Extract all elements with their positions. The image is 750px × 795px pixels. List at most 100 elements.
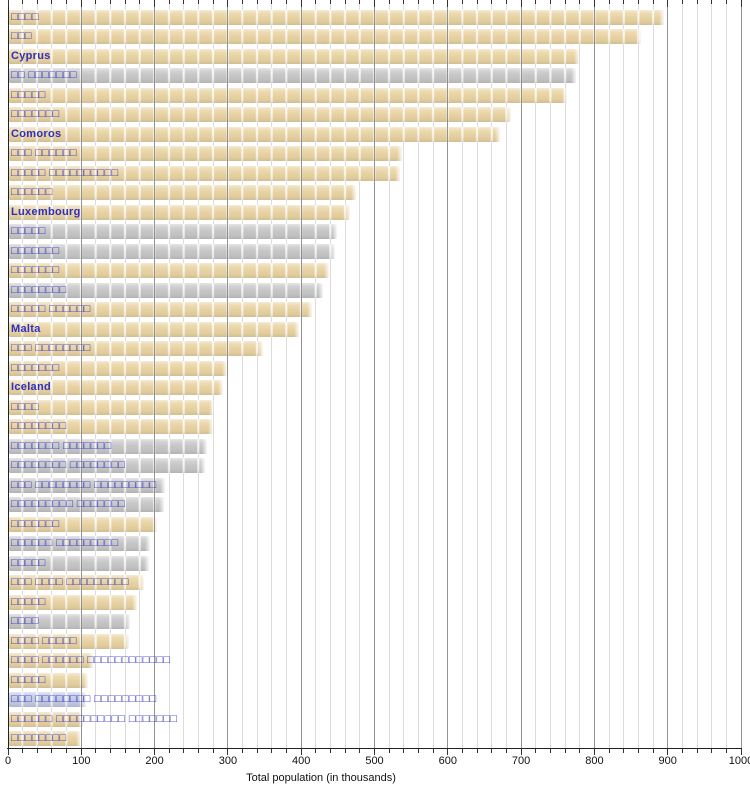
bar — [9, 224, 337, 239]
minor-gridline — [491, 0, 493, 748]
top-tick — [432, 0, 434, 4]
top-tick — [227, 0, 229, 7]
bar — [9, 68, 576, 83]
bar-label[interactable]: □□□□□□□ — [11, 361, 60, 374]
top-tick — [139, 0, 141, 4]
bar-label[interactable]: □□□□□□□ — [11, 517, 60, 530]
minor-gridline — [608, 0, 610, 748]
x-axis-tick — [154, 749, 156, 755]
minor-gridline — [637, 0, 639, 748]
x-axis-tick — [623, 749, 625, 753]
top-tick — [593, 0, 595, 7]
top-tick — [344, 0, 346, 4]
x-axis-tick — [593, 749, 595, 755]
top-tick — [388, 0, 390, 4]
bar-label[interactable]: □□□□□ — [11, 595, 46, 608]
bar-label[interactable]: Cyprus — [11, 49, 51, 62]
x-axis-tick — [139, 749, 141, 753]
bar-label[interactable]: Luxembourg — [11, 205, 81, 218]
top-tick — [242, 0, 244, 4]
bar — [9, 477, 166, 493]
bar-label[interactable]: □□□□□□ □□□□□□□□□ — [11, 537, 119, 549]
bar-label[interactable]: □□□□□ — [11, 88, 46, 101]
bar-label[interactable]: □□□□□□□□ — [11, 732, 67, 744]
bar-label[interactable]: □□□□ □□□□□□ □□□□□□□□□□□□ — [11, 654, 171, 666]
bar-label[interactable]: □□□ □□□□□□□□ — [11, 342, 91, 354]
bar-label[interactable]: □□□□□ □□□□□□□□□□ — [11, 166, 119, 179]
top-tick — [330, 0, 332, 4]
top-tick — [461, 0, 463, 4]
bar-label[interactable]: □□□□□□ □□□□□□□□□□ □□□□□□□ — [11, 712, 178, 725]
top-tick — [564, 0, 566, 4]
bar-label[interactable]: □□□□□ — [11, 673, 46, 686]
bar-label[interactable]: □□□□□□□ — [11, 264, 60, 276]
bar-label[interactable]: □□□□ — [11, 615, 39, 627]
bar-label[interactable]: Iceland — [11, 381, 52, 393]
bar-label[interactable]: □□□□□□□ — [11, 244, 60, 257]
minor-gridline — [476, 0, 478, 748]
bar-label[interactable]: □□□ □□□□ □□□□□□□□□ — [11, 576, 129, 588]
bar — [9, 165, 400, 181]
bar-label[interactable]: □□□ □□□□□□□□ □□□□□□□□□ — [11, 693, 157, 705]
bar-label[interactable]: □□□ — [11, 30, 32, 42]
bar-label[interactable]: □□□□ □□□□□ — [11, 634, 77, 647]
bar-label[interactable]: □□□ □□□□□□ — [11, 147, 77, 159]
major-gridline — [80, 0, 82, 748]
bar-label[interactable]: □□□□□□□ — [11, 108, 60, 120]
x-axis-tick — [696, 749, 698, 753]
minor-gridline — [330, 0, 332, 748]
bar-label[interactable]: □□□□□□□ □□□□□□□ — [11, 439, 112, 452]
top-tick — [725, 0, 727, 4]
minor-gridline — [403, 0, 405, 748]
x-axis-tick — [51, 749, 53, 753]
bar — [9, 87, 567, 103]
x-axis-tick — [315, 749, 317, 753]
bar — [9, 633, 130, 649]
minor-gridline — [256, 0, 258, 748]
major-gridline — [667, 0, 669, 748]
x-axis-tick — [564, 749, 566, 753]
minor-gridline — [271, 0, 273, 748]
bar-label[interactable]: □□□□□□□□ □□□□□□□□ — [11, 459, 126, 471]
major-gridline — [374, 0, 375, 748]
bar-label[interactable]: □□□□□ □□□□□□ — [11, 303, 91, 315]
bar-label[interactable]: □□□□ — [11, 10, 39, 23]
bar — [9, 126, 501, 142]
bar-label[interactable]: □□□□□□□□ — [11, 283, 67, 296]
major-gridline — [154, 0, 156, 748]
top-tick — [183, 0, 185, 4]
x-axis-tick — [22, 749, 24, 753]
bar — [9, 341, 263, 356]
bar — [9, 419, 213, 434]
bar-label[interactable]: Malta — [11, 322, 41, 335]
bar-label[interactable]: □□□□□ — [11, 225, 46, 237]
minor-gridline — [725, 0, 727, 748]
x-axis-tick — [256, 749, 258, 753]
bar-label[interactable]: □□□□ — [11, 400, 39, 413]
bar-label[interactable]: Comoros — [11, 127, 62, 140]
x-axis-tick — [286, 749, 288, 753]
bar-label[interactable]: □□□ □□□□□□□□ □□□□□□□□□ — [11, 478, 157, 491]
bar — [9, 555, 149, 571]
bar-label[interactable]: □□□□□□□□ — [11, 420, 67, 432]
bar — [9, 536, 151, 551]
bar-label[interactable]: □□□□□ — [11, 556, 46, 569]
x-axis-tick — [168, 749, 170, 753]
top-tick — [124, 0, 126, 4]
minor-gridline — [432, 0, 434, 748]
minor-gridline — [549, 0, 551, 748]
top-tick — [36, 0, 38, 4]
minor-gridline — [344, 0, 346, 748]
x-axis-tick — [476, 749, 478, 753]
bar-label[interactable]: □□□□□□ — [11, 186, 53, 198]
bar-label[interactable]: □□ □□□□□□□ — [11, 69, 77, 81]
bar — [9, 48, 579, 64]
top-tick — [80, 0, 82, 7]
x-axis-tick — [36, 749, 38, 753]
top-tick — [22, 0, 24, 4]
x-axis-tick — [7, 749, 9, 755]
bar-label[interactable]: □□□□□□□□□ □□□□□□□ — [11, 498, 126, 510]
bar — [9, 731, 81, 746]
bar — [9, 458, 205, 473]
x-axis-tick — [652, 749, 654, 753]
